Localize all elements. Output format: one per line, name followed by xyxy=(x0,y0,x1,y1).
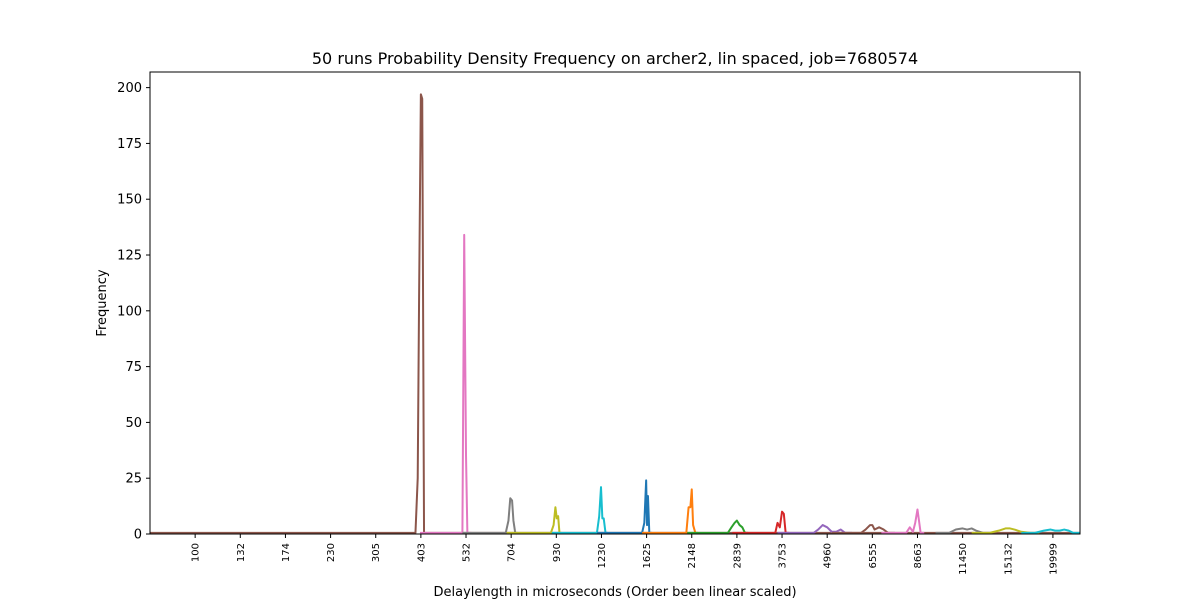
y-tick-label: 100 xyxy=(117,304,142,319)
x-tick-label: 1230 xyxy=(597,543,608,568)
x-axis: 100 132 174 230 305 403 532 704 930 1230 1625 2148 2… xyxy=(191,534,1059,575)
x-tick-label: 2839 xyxy=(732,543,743,568)
series-line-8 xyxy=(687,519,749,534)
y-axis-label: Frequency xyxy=(95,269,110,336)
x-tick-label: 930 xyxy=(552,543,563,562)
x-tick-label: 100 xyxy=(191,543,202,562)
x-tick-label: 132 xyxy=(236,543,247,562)
x-tick-label: 230 xyxy=(326,543,337,562)
y-tick-label: 175 xyxy=(117,137,142,152)
x-tick-label: 19999 xyxy=(1048,543,1059,575)
x-tick-label: 11450 xyxy=(958,543,969,575)
x-axis-label: Delaylength in microseconds (Order been … xyxy=(433,585,796,600)
series-line-10 xyxy=(777,524,853,534)
x-tick-label: 6555 xyxy=(868,543,879,568)
y-axis: 0 25 50 75 100 125 150 175 200 xyxy=(117,81,150,543)
y-tick-label: 25 xyxy=(125,472,142,487)
plot-lines xyxy=(150,93,1080,534)
series-line-12 xyxy=(881,508,925,534)
series-line-15 xyxy=(1021,528,1080,534)
x-tick-label: 305 xyxy=(371,543,382,562)
y-tick-label: 150 xyxy=(117,193,142,208)
series-line-6 xyxy=(596,479,653,534)
y-tick-label: 50 xyxy=(125,416,142,431)
series-line-9 xyxy=(732,510,789,534)
y-tick-label: 200 xyxy=(117,81,142,96)
series-line-1 xyxy=(150,93,1080,534)
x-tick-label: 4960 xyxy=(823,543,834,568)
series-line-7 xyxy=(642,488,699,534)
x-tick-label: 3753 xyxy=(778,543,789,568)
x-tick-label: 15132 xyxy=(1003,543,1014,575)
x-tick-label: 1625 xyxy=(642,543,653,568)
x-tick-label: 2148 xyxy=(687,543,698,568)
series-line-11 xyxy=(831,524,895,534)
series-line-2 xyxy=(419,233,472,534)
series-line-4 xyxy=(506,506,562,534)
y-tick-label: 125 xyxy=(117,249,142,264)
y-tick-label: 75 xyxy=(125,360,142,375)
y-tick-label: 0 xyxy=(134,528,142,543)
x-tick-label: 8663 xyxy=(913,543,924,568)
x-tick-label: 174 xyxy=(281,543,292,562)
series-line-5 xyxy=(551,486,608,534)
x-tick-label: 403 xyxy=(416,543,427,562)
plot-frame xyxy=(149,71,1081,535)
series-line-3 xyxy=(462,497,518,534)
chart-title: 50 runs Probability Density Frequency on… xyxy=(312,49,918,68)
x-tick-label: 704 xyxy=(507,543,518,562)
x-tick-label: 532 xyxy=(462,543,473,562)
